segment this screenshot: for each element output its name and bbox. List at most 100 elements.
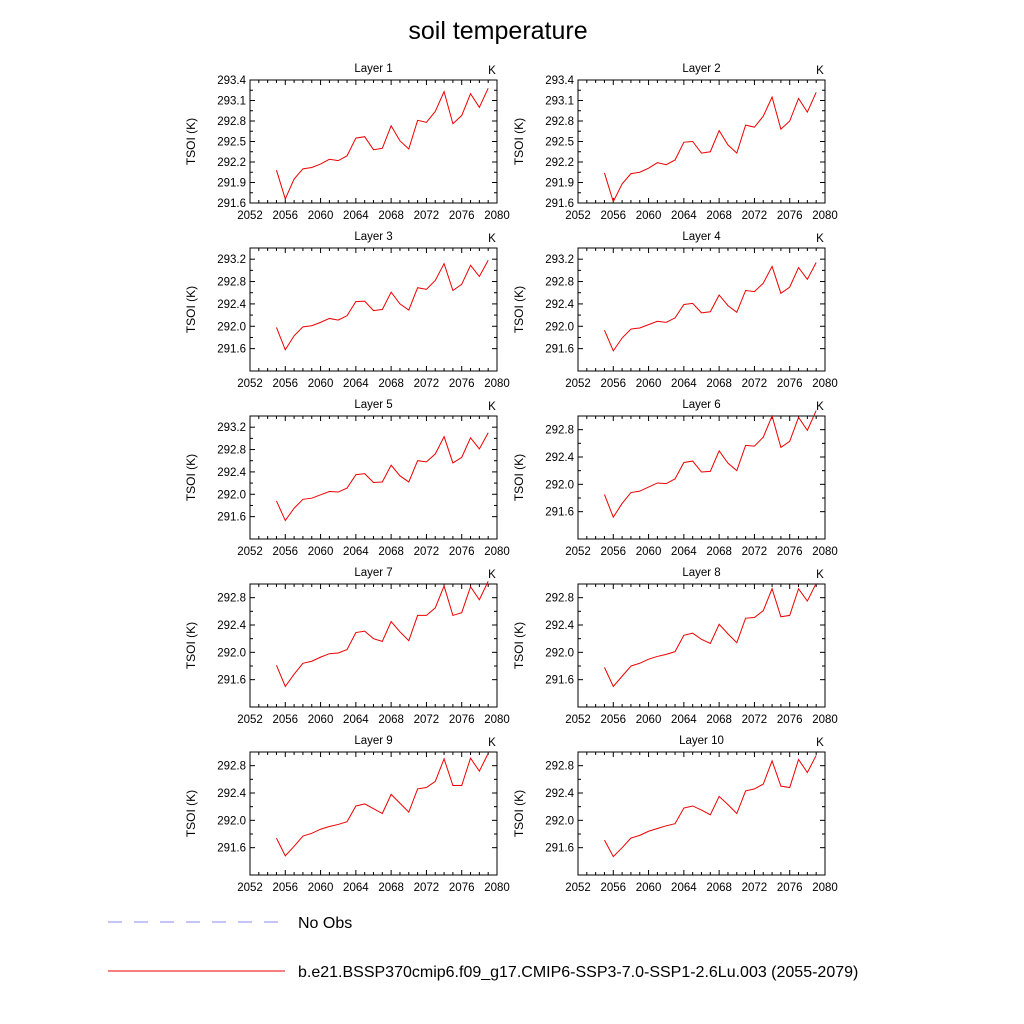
x-tick-label: 2064	[343, 378, 369, 390]
panel-layer-10: Layer 10 K TSOI (K) 2052 2056 2060 2064 2068 207…	[512, 735, 838, 894]
panel-title: Layer 1	[354, 63, 392, 75]
panel-units-label: K	[816, 233, 824, 245]
panel-title: Layer 6	[682, 399, 720, 411]
x-tick-label: 2052	[565, 210, 591, 222]
x-tick-label: 2064	[671, 546, 697, 558]
y-tick-label: 291.9	[545, 178, 574, 190]
x-tick-label: 2072	[742, 714, 768, 726]
panel-layer-4: Layer 4 K TSOI (K) 2052 2056 2060 2064 2068 2072…	[512, 231, 838, 390]
y-tick-label: 292.8	[545, 593, 574, 605]
series-line	[275, 260, 489, 351]
panel-title: Layer 5	[354, 399, 392, 411]
y-axis-label: TSOI (K)	[512, 118, 526, 165]
x-tick-label: 2064	[343, 210, 369, 222]
panel-units-label: K	[488, 233, 496, 245]
x-tick-label: 2076	[449, 882, 475, 894]
x-tick-label: 2052	[565, 714, 591, 726]
plot-frame	[577, 79, 826, 204]
figure-title: soil temperature	[408, 17, 587, 45]
x-tick-label: 2064	[343, 882, 369, 894]
y-tick-label: 291.6	[545, 198, 574, 210]
series-line	[604, 583, 817, 688]
x-tick-label: 2060	[308, 714, 334, 726]
x-tick-label: 2080	[484, 546, 510, 558]
panel-layer-2: Layer 2 K TSOI (K) 2052 2056 2060 2064 2068 2072…	[512, 63, 838, 222]
plot-frame	[249, 415, 498, 540]
x-tick-label: 2080	[812, 546, 838, 558]
y-tick-label: 293.2	[217, 422, 246, 434]
series-line	[603, 410, 817, 519]
y-tick-label: 291.6	[217, 675, 246, 687]
y-tick-label: 292.0	[545, 479, 574, 491]
y-tick-label: 292.5	[217, 137, 246, 149]
x-tick-label: 2076	[449, 210, 475, 222]
x-tick-label: 2068	[706, 714, 732, 726]
y-tick-label: 293.2	[545, 254, 574, 266]
y-tick-label: 291.6	[545, 507, 574, 519]
y-tick-label: 293.2	[217, 254, 246, 266]
x-tick-label: 2056	[600, 714, 626, 726]
x-tick-label: 2056	[272, 210, 298, 222]
series-line	[604, 262, 817, 352]
y-axis-label: TSOI (K)	[512, 622, 526, 669]
x-tick-label: 2052	[237, 378, 263, 390]
series-line	[603, 92, 817, 203]
x-tick-label: 2060	[308, 882, 334, 894]
y-tick-label: 292.8	[545, 116, 574, 128]
panel-grid: Layer 1 K TSOI (K) 2052 2056 2060 2064 2068 2072…	[184, 63, 838, 894]
series-line	[276, 753, 489, 857]
y-tick-label: 292.8	[217, 277, 246, 289]
y-tick-label: 292.4	[217, 620, 246, 632]
x-tick-label: 2068	[378, 546, 404, 558]
y-tick-label: 291.6	[545, 675, 574, 687]
x-tick-label: 2068	[706, 882, 732, 894]
x-tick-label: 2080	[812, 378, 838, 390]
panel-layer-8: Layer 8 K TSOI (K) 2052 2056 2060 2064 2068 2072…	[512, 567, 838, 726]
x-tick-label: 2052	[237, 714, 263, 726]
x-tick-label: 2068	[706, 546, 732, 558]
x-tick-label: 2060	[308, 378, 334, 390]
y-tick-label: 292.4	[545, 452, 574, 464]
x-tick-label: 2060	[308, 546, 334, 558]
x-tick-label: 2076	[449, 714, 475, 726]
legend: No Obs b.e21.BSSP370cmip6.f09_g17.CMIP6-…	[108, 915, 858, 981]
panel-title: Layer 7	[354, 567, 392, 579]
y-axis-label: TSOI (K)	[184, 454, 198, 501]
y-axis-label: TSOI (K)	[184, 286, 198, 333]
y-tick-label: 292.4	[545, 788, 574, 800]
x-tick-label: 2080	[484, 714, 510, 726]
x-tick-label: 2064	[343, 546, 369, 558]
y-tick-label: 291.6	[217, 198, 246, 210]
panel-units-label: K	[816, 737, 824, 749]
x-tick-label: 2060	[636, 378, 662, 390]
x-tick-label: 2068	[706, 378, 732, 390]
x-tick-label: 2072	[742, 882, 768, 894]
x-tick-label: 2076	[449, 378, 475, 390]
x-tick-label: 2052	[565, 882, 591, 894]
y-tick-label: 292.4	[545, 299, 574, 311]
x-tick-label: 2072	[742, 546, 768, 558]
x-tick-label: 2060	[636, 210, 662, 222]
y-tick-label: 292.4	[217, 467, 246, 479]
x-tick-label: 2056	[272, 714, 298, 726]
x-tick-label: 2080	[484, 210, 510, 222]
panel-layer-1: Layer 1 K TSOI (K) 2052 2056 2060 2064 2068 2072…	[184, 63, 510, 222]
x-tick-label: 2068	[378, 714, 404, 726]
y-tick-label: 292.2	[545, 157, 574, 169]
y-tick-label: 291.6	[545, 843, 574, 855]
x-tick-label: 2056	[600, 546, 626, 558]
y-axis-label: TSOI (K)	[512, 790, 526, 837]
panel-title: Layer 4	[682, 231, 721, 243]
plot-frame	[577, 415, 826, 540]
panel-units-label: K	[816, 401, 824, 413]
x-tick-label: 2064	[671, 378, 697, 390]
y-tick-label: 291.9	[217, 178, 246, 190]
y-tick-label: 292.0	[545, 647, 574, 659]
y-tick-label: 293.1	[545, 96, 574, 108]
y-tick-label: 291.6	[545, 344, 574, 356]
y-tick-label: 293.4	[545, 75, 574, 87]
x-tick-label: 2076	[777, 882, 803, 894]
plot-frame	[249, 247, 498, 372]
plot-frame	[577, 751, 826, 876]
